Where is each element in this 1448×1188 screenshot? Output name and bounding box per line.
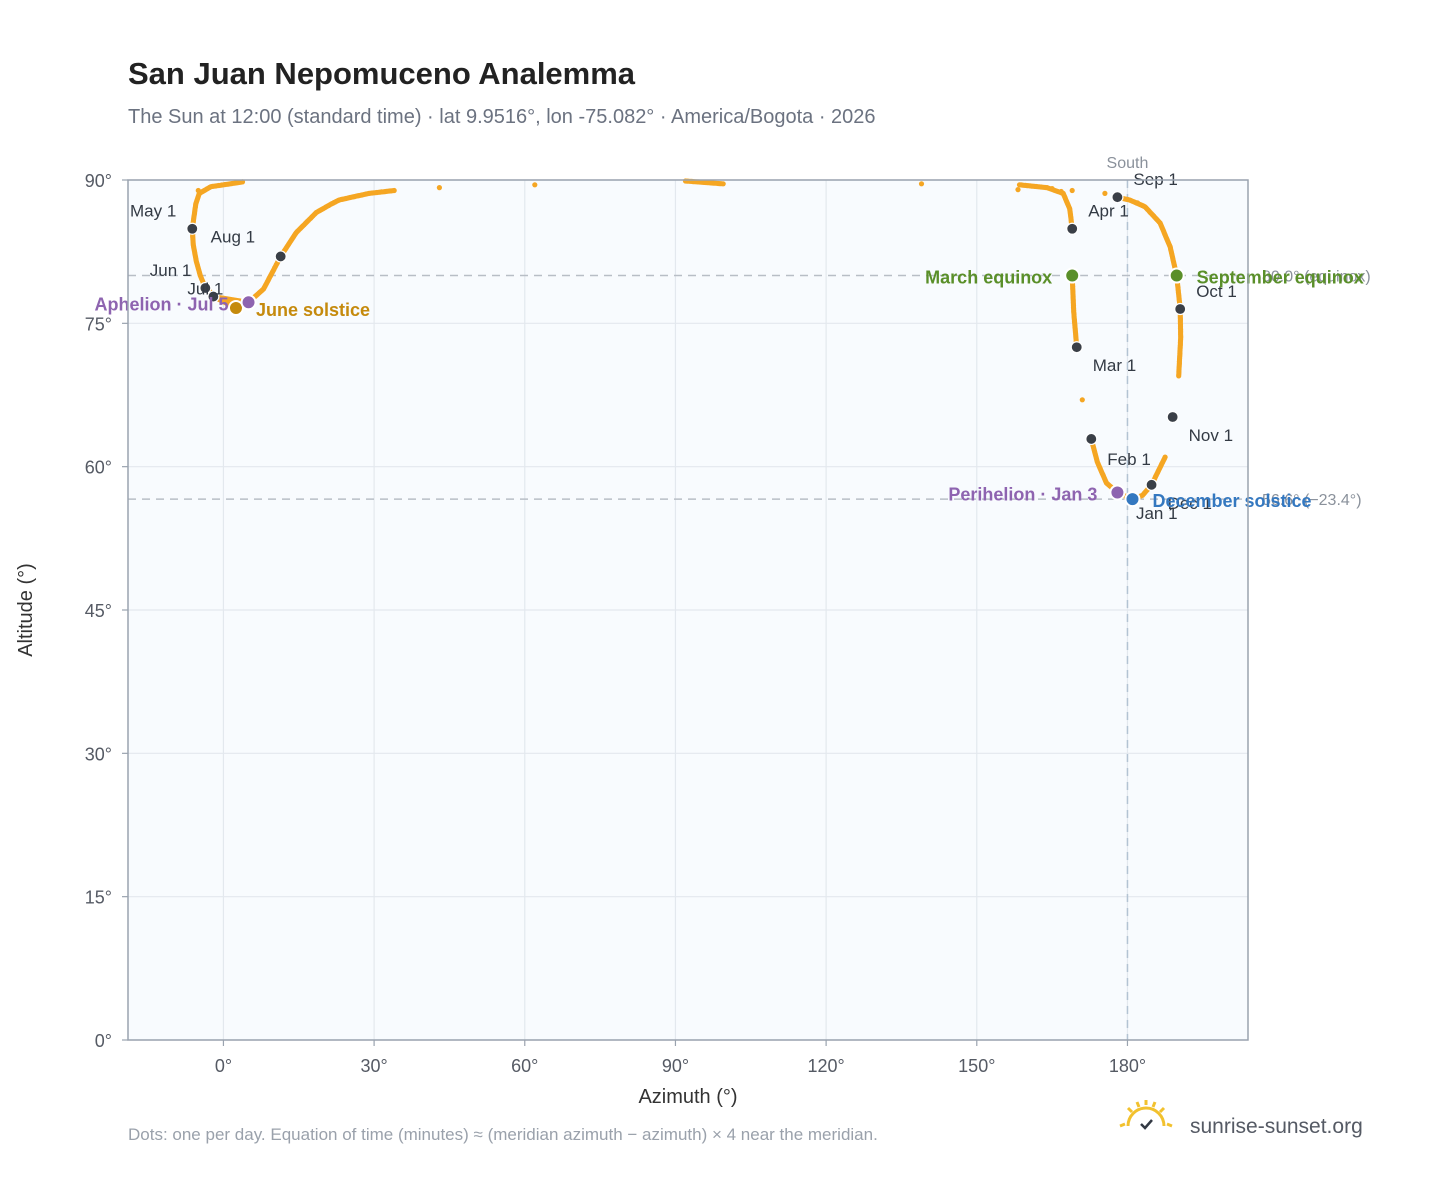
track-dot — [1102, 190, 1108, 196]
month-label: Nov 1 — [1189, 426, 1233, 445]
month-label: Apr 1 — [1088, 202, 1129, 221]
event-label: Aphelion · Jul 5 — [95, 294, 229, 314]
x-axis-label: Azimuth (°) — [638, 1086, 737, 1108]
track-dot — [1015, 187, 1021, 193]
track-dot — [1016, 182, 1023, 188]
x-tick-label: 0° — [215, 1056, 232, 1076]
y-tick-label: 90° — [85, 171, 112, 191]
track-dot — [1049, 186, 1055, 192]
y-tick-label: 0° — [95, 1031, 112, 1051]
event-label: December solstice — [1152, 491, 1311, 511]
y-tick-label: 75° — [85, 314, 112, 334]
event-label: March equinox — [925, 268, 1052, 288]
month-marker — [199, 281, 212, 295]
month-marker — [274, 250, 287, 263]
x-tick-label: 120° — [807, 1056, 844, 1076]
event-marker — [1168, 267, 1185, 284]
track-dot — [391, 187, 397, 194]
event-label: September equinox — [1197, 268, 1364, 288]
track-dot — [1069, 187, 1075, 194]
x-tick-label: 30° — [360, 1056, 387, 1076]
track-dot — [436, 185, 442, 191]
sun-logo-icon — [1119, 1100, 1173, 1130]
chart-title: San Juan Nepomuceno Analemma — [128, 56, 636, 91]
y-tick-label: 45° — [85, 601, 112, 621]
brand-name: sunrise-sunset.org — [1190, 1115, 1363, 1138]
track-dot — [1176, 373, 1182, 379]
event-marker — [1109, 484, 1126, 501]
y-tick-label: 30° — [85, 744, 112, 764]
event-label: Perihelion · Jan 3 — [948, 484, 1097, 504]
event-marker — [1124, 491, 1141, 508]
meridian-label: South — [1107, 155, 1149, 172]
month-label: Mar 1 — [1093, 356, 1136, 375]
month-marker — [1111, 191, 1124, 204]
track-dot — [1058, 188, 1064, 195]
event-marker — [240, 294, 257, 311]
month-marker — [1166, 410, 1179, 424]
track-dot — [682, 178, 689, 184]
event-label: June solstice — [256, 300, 370, 320]
chart-subtitle: The Sun at 12:00 (standard time) · lat 9… — [128, 106, 876, 128]
month-label: Jul 1 — [187, 280, 223, 299]
event-marker — [1064, 267, 1081, 284]
reference-label: 56.6° (−23.4°) — [1262, 492, 1362, 509]
x-tick-label: 90° — [662, 1056, 689, 1076]
y-tick-label: 15° — [85, 888, 112, 908]
month-label: Dec 1 — [1168, 494, 1212, 513]
month-label: Aug 1 — [211, 227, 255, 246]
reference-lines: South 80.0° (equinox) 56.6° (−23.4°) — [128, 155, 1371, 1040]
month-marker — [1085, 432, 1098, 446]
month-marker — [1070, 341, 1083, 354]
x-tick-label: 180° — [1109, 1056, 1146, 1076]
month-label: May 1 — [130, 202, 176, 221]
x-tick-label: 150° — [958, 1056, 995, 1076]
month-label: Jan 1 — [1136, 504, 1178, 523]
track-dot — [532, 182, 538, 188]
month-label: Feb 1 — [1107, 450, 1150, 469]
axis-ticks: 0° 30° 60° 90° 120° 150° 180° 0° 15° 30° 45° 60° 75°… — [85, 171, 1146, 1076]
y-axis-label: Altitude (°) — [15, 563, 37, 657]
month-marker — [1145, 478, 1158, 491]
track-dot — [918, 181, 925, 187]
track-dot — [1134, 200, 1141, 206]
y-tick-label: 60° — [85, 458, 112, 478]
footnote: Dots: one per day. Equation of time (min… — [128, 1125, 878, 1144]
month-marker — [1066, 222, 1079, 235]
track-dot — [195, 187, 201, 194]
track-dot — [1079, 397, 1085, 403]
month-label: Jun 1 — [150, 261, 192, 280]
month-marker — [186, 222, 199, 235]
reference-label: 80.0° (equinox) — [1262, 269, 1371, 286]
month-marker — [207, 290, 220, 303]
month-label: Oct 1 — [1196, 282, 1237, 301]
month-marker — [1174, 302, 1187, 316]
x-tick-label: 60° — [511, 1056, 538, 1076]
